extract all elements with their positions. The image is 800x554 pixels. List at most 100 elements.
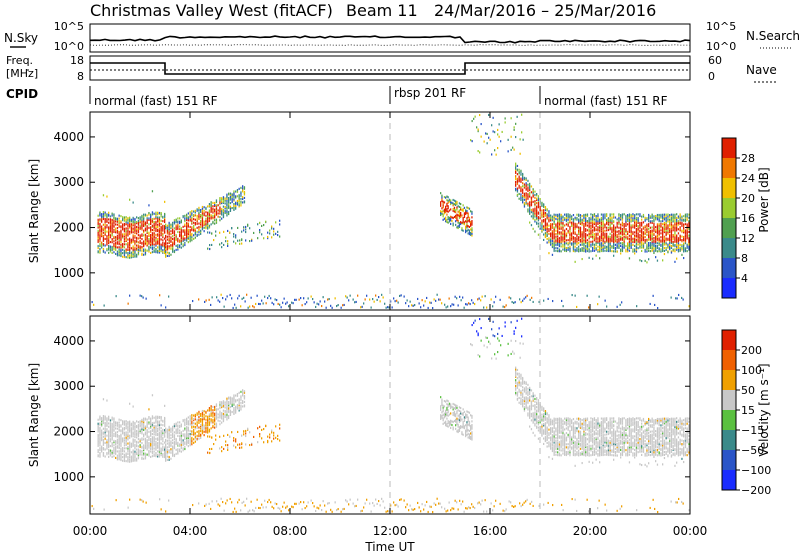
power-cell	[235, 242, 237, 245]
velocity-cell	[143, 444, 145, 447]
power-cell	[655, 248, 657, 251]
power-cell	[179, 233, 181, 236]
velocity-cell	[228, 396, 230, 399]
power-cell	[536, 194, 538, 197]
power-cell	[139, 241, 141, 244]
power-cell	[160, 215, 162, 218]
velocity-cell	[101, 424, 103, 427]
velocity-cell	[157, 420, 159, 423]
power-cell	[273, 227, 275, 230]
velocity-cell	[228, 415, 230, 418]
velocity-cell	[198, 431, 200, 434]
power-cell	[525, 178, 527, 181]
power-cell	[579, 231, 582, 234]
power-cell	[569, 236, 571, 239]
velocity-cell	[162, 428, 164, 431]
velocity-cell	[221, 412, 223, 415]
power-cell	[628, 225, 631, 228]
power-cell	[298, 298, 300, 301]
velocity-cell	[146, 444, 148, 447]
power-cell	[106, 224, 108, 227]
power-cell	[122, 216, 124, 219]
power-cell	[578, 228, 580, 231]
power-cell	[220, 293, 222, 296]
power-cell	[471, 210, 473, 213]
power-cell	[165, 246, 167, 249]
power-cell	[233, 240, 235, 243]
velocity-cell	[158, 437, 161, 440]
power-cell	[550, 243, 552, 246]
power-cell	[620, 223, 622, 226]
velocity-cell	[137, 455, 140, 458]
velocity-cell	[164, 448, 166, 451]
power-cell	[567, 229, 569, 232]
power-cell	[564, 238, 566, 241]
power-cell	[196, 214, 198, 217]
power-cell	[684, 232, 687, 235]
power-cell	[223, 230, 225, 233]
noise-tick-left-bottom: 10^0	[54, 40, 84, 53]
power-cell	[651, 241, 653, 244]
power-cell	[628, 237, 631, 240]
velocity-cell	[144, 452, 147, 455]
power-cell	[236, 203, 239, 206]
power-cell	[667, 246, 669, 249]
power-cell	[614, 230, 617, 233]
velocity-cell	[139, 453, 141, 456]
power-cell	[387, 306, 389, 309]
velocity-cell	[184, 441, 186, 444]
power-cell	[282, 301, 284, 304]
power-cell	[662, 223, 664, 226]
power-cell	[544, 212, 547, 215]
velocity-cell	[164, 441, 166, 444]
power-cell	[616, 238, 618, 241]
velocity-cell	[136, 436, 138, 439]
power-cell	[215, 234, 217, 237]
power-cell	[111, 251, 113, 254]
velocity-cell	[210, 427, 212, 430]
power-cell	[564, 235, 566, 238]
power-cell	[172, 238, 174, 241]
power-cell	[452, 208, 454, 211]
power-cell	[572, 236, 575, 239]
power-cell	[430, 301, 432, 304]
velocity-cell	[148, 446, 150, 449]
power-cell	[231, 197, 233, 200]
velocity-cell	[193, 428, 195, 431]
power-cell	[574, 248, 576, 251]
power-cell	[630, 215, 632, 218]
velocity-cell	[238, 404, 240, 407]
power-cell	[551, 239, 554, 242]
power-cell	[600, 232, 603, 235]
velocity-cell	[99, 428, 101, 431]
power-cell	[551, 232, 554, 235]
power-cell	[567, 239, 569, 242]
power-cell	[602, 231, 604, 234]
power-cell	[186, 219, 188, 222]
power-cell	[99, 227, 101, 230]
velocity-cell	[108, 431, 110, 434]
velocity-cell	[208, 418, 211, 421]
power-cell	[579, 216, 582, 219]
velocity-cell	[208, 430, 211, 433]
power-cell	[663, 242, 666, 245]
power-cell	[146, 222, 148, 225]
velocity-cell	[99, 453, 101, 456]
power-cell	[158, 246, 161, 249]
velocity-cell	[97, 451, 99, 454]
power-cell	[448, 218, 451, 221]
power-cell	[665, 232, 667, 235]
power-cell	[497, 147, 499, 150]
power-cell	[548, 210, 550, 213]
power-cell	[679, 229, 681, 232]
power-cell	[215, 199, 218, 202]
power-cell	[607, 221, 610, 224]
velocity-cell	[170, 429, 172, 432]
power-cell	[123, 251, 126, 254]
power-cell	[118, 220, 120, 223]
power-cell	[184, 231, 186, 234]
velocity-cell	[210, 421, 212, 424]
power-cell	[635, 228, 638, 231]
power-cell	[543, 228, 545, 231]
power-cell	[164, 217, 166, 220]
